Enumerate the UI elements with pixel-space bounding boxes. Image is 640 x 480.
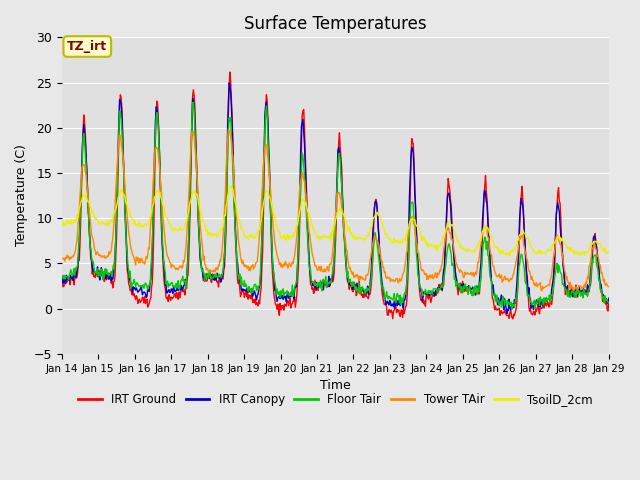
Line: Tower TAir: Tower TAir <box>62 130 609 291</box>
Title: Surface Temperatures: Surface Temperatures <box>244 15 427 33</box>
TsoilD_2cm <box>209 232 216 238</box>
IRT Ground <box>124 272 132 277</box>
Tower TAir <box>570 288 577 294</box>
X-axis label: Time: Time <box>320 379 351 392</box>
Tower TAir <box>403 251 410 256</box>
IRT Canopy <box>180 283 188 289</box>
IRT Ground <box>209 271 216 277</box>
Floor Tair <box>419 292 426 298</box>
Line: IRT Ground: IRT Ground <box>62 72 609 319</box>
Line: Floor Tair: Floor Tair <box>62 102 609 309</box>
IRT Canopy <box>124 267 132 273</box>
IRT Ground <box>226 69 234 75</box>
Tower TAir <box>124 221 132 227</box>
TsoilD_2cm <box>68 222 76 228</box>
TsoilD_2cm <box>124 206 132 212</box>
Tower TAir <box>225 127 232 132</box>
Floor Tair <box>403 284 410 290</box>
Tower TAir <box>180 258 188 264</box>
Tower TAir <box>68 254 76 260</box>
IRT Ground <box>419 300 426 305</box>
Floor Tair <box>58 274 66 280</box>
Tower TAir <box>605 284 612 289</box>
TsoilD_2cm <box>605 249 612 255</box>
Floor Tair <box>180 279 188 285</box>
TsoilD_2cm <box>419 233 426 239</box>
IRT Ground <box>605 300 612 306</box>
IRT Ground <box>68 276 76 282</box>
IRT Canopy <box>225 80 233 86</box>
Tower TAir <box>209 268 216 274</box>
TsoilD_2cm <box>180 227 188 232</box>
IRT Canopy <box>503 311 511 317</box>
IRT Canopy <box>68 276 76 281</box>
Y-axis label: Temperature (C): Temperature (C) <box>15 144 28 247</box>
IRT Ground <box>509 316 516 322</box>
Legend: IRT Ground, IRT Canopy, Floor Tair, Tower TAir, TsoilD_2cm: IRT Ground, IRT Canopy, Floor Tair, Towe… <box>73 389 597 411</box>
Floor Tair <box>68 270 76 276</box>
TsoilD_2cm <box>403 229 410 235</box>
TsoilD_2cm <box>58 222 66 228</box>
Tower TAir <box>58 255 66 261</box>
IRT Ground <box>58 284 66 289</box>
Floor Tair <box>209 274 217 280</box>
Line: IRT Canopy: IRT Canopy <box>62 83 609 314</box>
Floor Tair <box>189 99 197 105</box>
Floor Tair <box>124 263 132 268</box>
Line: TsoilD_2cm: TsoilD_2cm <box>62 186 609 255</box>
TsoilD_2cm <box>506 252 514 258</box>
IRT Canopy <box>209 274 216 279</box>
Floor Tair <box>508 306 516 312</box>
Floor Tair <box>605 300 612 306</box>
IRT Canopy <box>605 295 612 301</box>
IRT Ground <box>403 302 410 308</box>
IRT Ground <box>180 289 188 295</box>
IRT Canopy <box>58 281 66 287</box>
Text: TZ_irt: TZ_irt <box>67 40 108 53</box>
IRT Canopy <box>403 285 410 291</box>
TsoilD_2cm <box>227 183 234 189</box>
Tower TAir <box>419 267 426 273</box>
IRT Canopy <box>419 298 426 303</box>
